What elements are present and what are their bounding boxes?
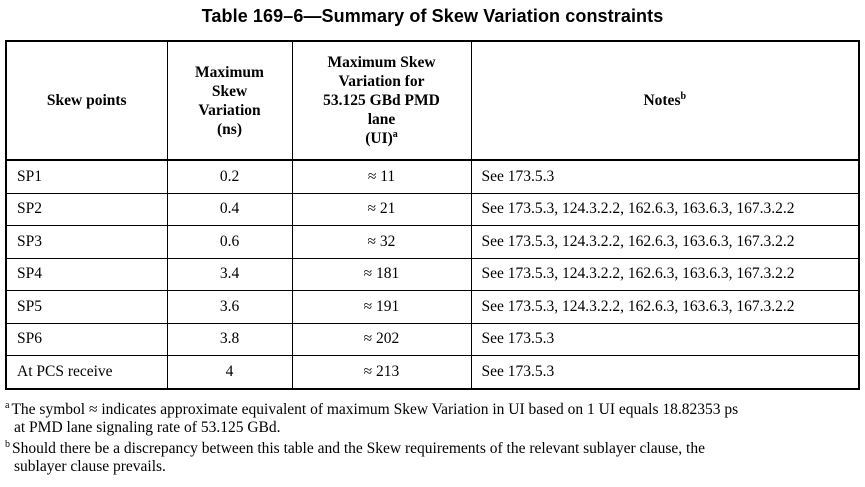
cell-skew-point: SP2	[5, 192, 168, 226]
cell-max-ui: ≈ 181	[291, 257, 472, 291]
table-caption: Table 169–6—Summary of Skew Variation co…	[201, 6, 664, 26]
cell-max-ns: 3.4	[166, 257, 293, 291]
header-max-ns-line2: Skew	[211, 82, 248, 100]
footnote-a: a The symbol ≈ indicates approximate equi…	[5, 399, 858, 437]
header-max-ui-line5: (UI)	[365, 130, 393, 147]
footnote-b-mark: b	[5, 438, 10, 450]
footnote-ref-b: b	[680, 90, 687, 102]
cell-notes: See 173.5.3	[470, 355, 860, 389]
cell-max-ui: ≈ 32	[291, 225, 472, 259]
header-max-ui-line3: 53.125 GBd PMD	[323, 92, 440, 109]
footnote-b: b Should there be a discrepancy between t…	[5, 438, 858, 476]
table-row: SP6 3.8 ≈ 202 See 173.5.3	[5, 322, 860, 356]
cell-notes: See 173.5.3, 124.3.2.2, 162.6.3, 163.6.3…	[470, 192, 860, 226]
cell-notes: See 173.5.3	[470, 322, 860, 356]
header-max-ui-line4: lane	[367, 111, 396, 128]
cell-max-ns: 3.8	[166, 322, 293, 356]
cell-notes: See 173.5.3	[470, 159, 860, 194]
cell-skew-point: SP3	[5, 225, 168, 259]
footnote-a-line2: at PMD lane signaling rate of 53.125 GBd…	[14, 419, 281, 436]
table-row: SP1 0.2 ≈ 11 See 173.5.3	[5, 159, 860, 194]
cell-max-ns: 0.6	[166, 225, 293, 259]
header-notes-label: Notes	[643, 92, 681, 109]
table-row: SP5 3.6 ≈ 191 See 173.5.3, 124.3.2.2, 16…	[5, 290, 860, 324]
cell-max-ns: 4	[166, 355, 293, 389]
cell-max-ui: ≈ 21	[291, 192, 472, 226]
header-max-ns-line3: Variation	[198, 101, 261, 119]
cell-notes: See 173.5.3, 124.3.2.2, 162.6.3, 163.6.3…	[470, 290, 860, 324]
header-skew-points: Skew points	[5, 40, 168, 161]
header-max-ns-line4: (ns)	[217, 120, 242, 138]
table-row: SP2 0.4 ≈ 21 See 173.5.3, 124.3.2.2, 162…	[5, 192, 860, 226]
cell-max-ui: ≈ 191	[291, 290, 472, 324]
header-notes: Notesb	[470, 40, 860, 161]
cell-max-ns: 0.2	[166, 159, 293, 194]
cell-skew-point: SP4	[5, 257, 168, 291]
header-max-skew-ns: Maximum Skew Variation (ns)	[166, 40, 293, 161]
cell-max-ui: ≈ 213	[291, 355, 472, 389]
footnote-a-mark: a	[5, 399, 10, 411]
cell-notes: See 173.5.3, 124.3.2.2, 162.6.3, 163.6.3…	[470, 225, 860, 259]
table-body: SP1 0.2 ≈ 11 See 173.5.3 SP2 0.4 ≈ 21 Se…	[5, 159, 860, 389]
footnote-b-line1: Should there be a discrepancy between th…	[12, 440, 705, 457]
cell-skew-point: At PCS receive	[5, 355, 168, 389]
cell-max-ns: 3.6	[166, 290, 293, 324]
header-max-ui-line1: Maximum Skew	[327, 54, 436, 71]
cell-skew-point: SP6	[5, 322, 168, 356]
cell-max-ns: 0.4	[166, 192, 293, 226]
footnote-a-line1: The symbol ≈ indicates approximate equiv…	[11, 401, 739, 418]
header-row: Skew points Maximum Skew Variation (ns) …	[5, 40, 860, 161]
cell-notes: See 173.5.3, 124.3.2.2, 162.6.3, 163.6.3…	[470, 257, 860, 291]
footnote-b-line2: sublayer clause prevails.	[14, 458, 166, 475]
cell-max-ui: ≈ 202	[291, 322, 472, 356]
table-header: Skew points Maximum Skew Variation (ns) …	[5, 40, 860, 161]
table-row: SP3 0.6 ≈ 32 See 173.5.3, 124.3.2.2, 162…	[5, 225, 860, 259]
header-max-ui-line2: Variation for	[338, 73, 425, 90]
table-row: SP4 3.4 ≈ 181 See 173.5.3, 124.3.2.2, 16…	[5, 257, 860, 291]
table-row: At PCS receive 4 ≈ 213 See 173.5.3	[5, 355, 860, 389]
cell-skew-point: SP1	[5, 159, 168, 194]
header-skew-points-label: Skew points	[46, 92, 127, 109]
cell-max-ui: ≈ 11	[291, 159, 472, 194]
skew-variation-table: Skew points Maximum Skew Variation (ns) …	[5, 40, 860, 390]
header-max-skew-ui: Maximum Skew Variation for 53.125 GBd PM…	[291, 40, 472, 161]
header-max-ns-line1: Maximum	[195, 63, 264, 81]
cell-skew-point: SP5	[5, 290, 168, 324]
footnote-ref-a: a	[392, 128, 398, 140]
